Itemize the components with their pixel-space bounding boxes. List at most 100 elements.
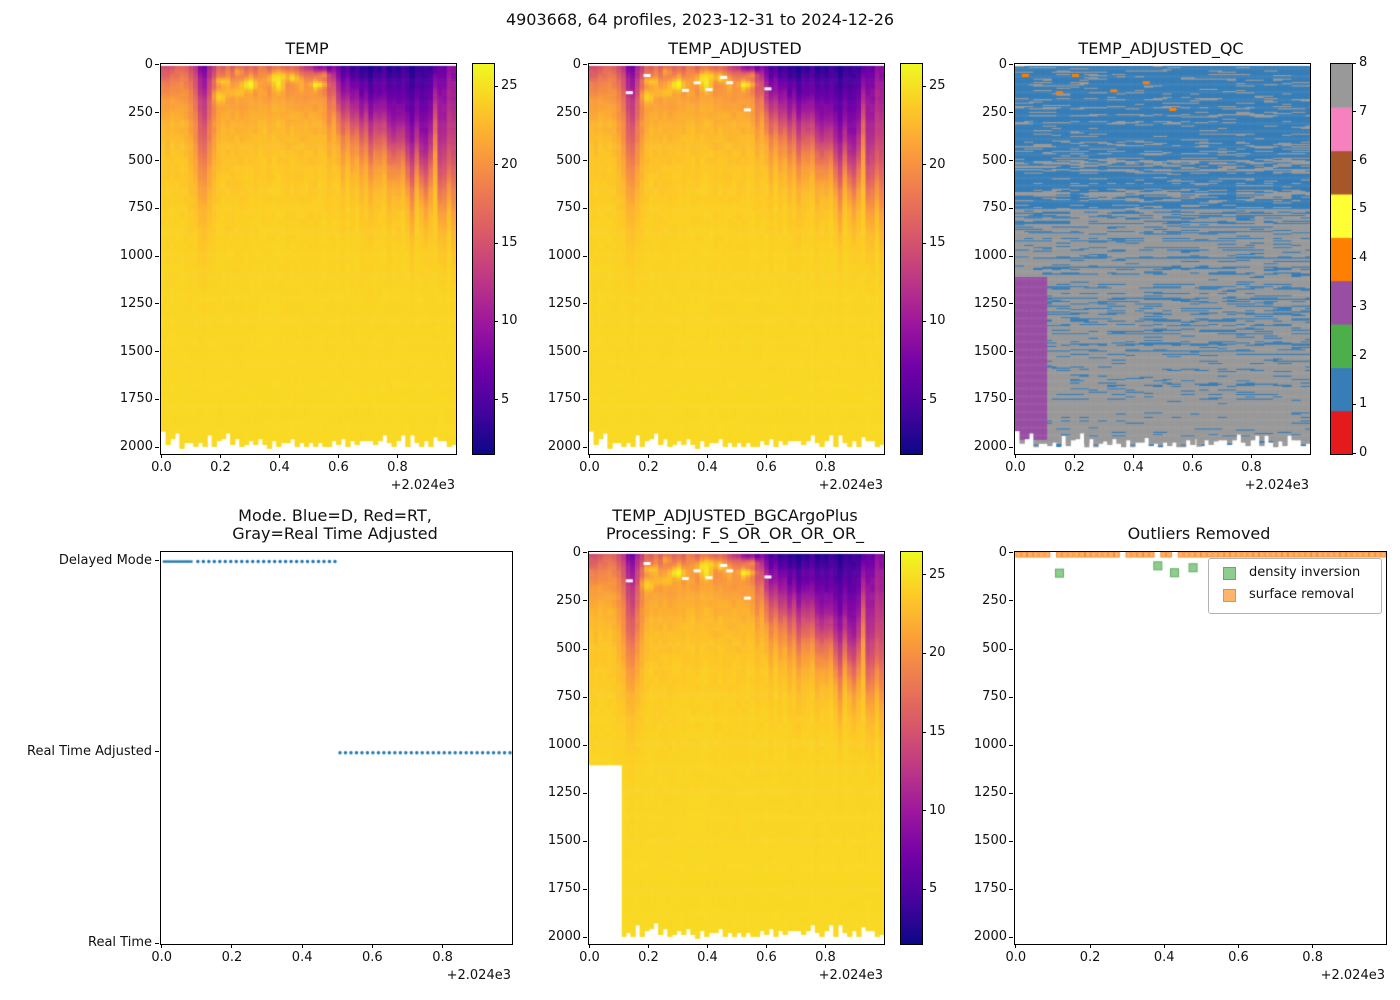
- x-tick-mark: [588, 944, 590, 948]
- qc-colorbar-tick-label: 2: [1359, 347, 1368, 363]
- density-inversion-label: density inversion: [1249, 565, 1361, 580]
- y-tick-mark: [1009, 446, 1013, 448]
- y-tick-label: 250: [556, 592, 581, 608]
- qc-axes: [1014, 63, 1311, 455]
- y-tick-mark: [583, 888, 587, 890]
- temp-heatmap: [161, 64, 456, 454]
- y-tick-label: 1750: [119, 391, 153, 407]
- y-tick-mark: [155, 255, 159, 257]
- x-tick-label: 0.6: [1182, 460, 1203, 475]
- y-tick-label: 1500: [119, 343, 153, 359]
- y-tick-mark: [155, 303, 159, 305]
- y-tick-label: 1000: [973, 737, 1007, 753]
- colorbar-tick-mark: [922, 242, 926, 244]
- y-tick-mark: [583, 936, 587, 938]
- colorbar-tick-mark: [922, 888, 926, 890]
- x-tick-mark: [824, 944, 826, 948]
- y-tick-label: 500: [556, 641, 581, 656]
- x-tick-label: 0.8: [1302, 950, 1323, 965]
- bgc-axes: [588, 551, 885, 945]
- y-tick-mark: [1009, 744, 1013, 746]
- colorbar-tick-label: 15: [929, 235, 946, 251]
- y-tick-label: 0: [572, 544, 581, 560]
- y-tick-mark: [583, 792, 587, 794]
- y-tick-mark: [155, 160, 159, 161]
- x-tick-label: 0.8: [1241, 460, 1262, 475]
- colorbar-tick-mark: [494, 164, 498, 166]
- x-tick-mark: [765, 944, 767, 948]
- mode-title-line2: Gray=Real Time Adjusted: [232, 524, 438, 543]
- qc-colorbar-tick-mark: [1352, 452, 1356, 454]
- bgc-title-line1: TEMP_ADJUSTED_BGCArgoPlus: [612, 506, 858, 525]
- x-tick-label: 0.8: [815, 460, 836, 475]
- x-tick-mark: [278, 454, 280, 458]
- colorbar-tick-mark: [922, 810, 926, 812]
- colorbar-tick-label: 15: [501, 235, 518, 251]
- y-tick-label: 2000: [973, 929, 1007, 945]
- qc-colorbar: [1330, 63, 1353, 455]
- y-tick-label: 1000: [547, 248, 581, 264]
- y-tick-mark: [583, 160, 587, 161]
- y-tick-label: 1750: [547, 881, 581, 897]
- y-tick-mark: [1009, 888, 1013, 890]
- qc-colorbar-tick-label: 1: [1359, 396, 1368, 412]
- y-tick-mark: [583, 648, 587, 650]
- temp-adjusted-axes: [588, 63, 885, 455]
- x-tick-label: 0.0: [151, 460, 172, 475]
- x-tick-mark: [765, 454, 767, 458]
- qc-colorbar-tick-label: 3: [1359, 298, 1368, 314]
- mode-axes: [160, 551, 513, 945]
- x-tick-label: 0.4: [697, 950, 718, 965]
- y-tick-label: 500: [982, 152, 1007, 168]
- x-tick-mark: [301, 944, 303, 948]
- x-tick-mark: [160, 454, 162, 458]
- mode-y-tick-label: Real Time Adjusted: [27, 743, 152, 759]
- outliers-plot: [1015, 552, 1386, 944]
- x-tick-label: 0.2: [210, 460, 231, 475]
- y-tick-label: 1250: [547, 785, 581, 801]
- y-tick-mark: [583, 207, 587, 209]
- x-tick-label: 0.8: [432, 950, 453, 965]
- colorbar-tick-mark: [922, 164, 926, 166]
- qc-colorbar-tick-mark: [1352, 208, 1356, 210]
- x-tick-mark: [371, 944, 373, 948]
- temp-title: TEMP: [285, 39, 329, 58]
- colorbar-tick-label: 15: [929, 724, 946, 740]
- x-tick-label: 0.0: [1005, 950, 1027, 965]
- y-tick-mark: [1009, 351, 1013, 353]
- qc-colorbar-tick-mark: [1352, 355, 1356, 356]
- y-tick-label: 1000: [973, 248, 1007, 264]
- qc-heatmap: [1015, 64, 1310, 454]
- bgc-colorbar: [900, 551, 923, 945]
- y-tick-mark: [583, 744, 587, 746]
- y-tick-mark: [1009, 840, 1013, 842]
- y-tick-label: 1250: [973, 295, 1007, 311]
- y-tick-label: 0: [144, 56, 153, 72]
- x-tick-mark: [1250, 454, 1252, 458]
- x-axis-offset-label: +2.024e3: [390, 478, 455, 493]
- y-tick-mark: [583, 600, 587, 602]
- legend-row-surface-removal: surface removal: [1209, 584, 1381, 606]
- y-tick-label: 1500: [547, 833, 581, 849]
- x-tick-mark: [706, 944, 708, 948]
- x-tick-label: 0.8: [387, 460, 408, 475]
- y-tick-label: 750: [128, 200, 153, 216]
- colorbar-tick-mark: [494, 320, 498, 322]
- x-tick-label: 0.6: [756, 950, 777, 965]
- y-tick-label: 1500: [973, 343, 1007, 359]
- qc-colorbar-tick-label: 8: [1359, 55, 1368, 70]
- colorbar-tick-label: 25: [929, 566, 946, 582]
- mode-y-tick-label: Delayed Mode: [58, 552, 152, 568]
- qc-colorbar-tick-label: 0: [1359, 445, 1368, 460]
- surface-removal-label: surface removal: [1249, 587, 1355, 602]
- x-tick-label: 0.0: [579, 950, 600, 965]
- y-tick-mark: [155, 64, 159, 66]
- x-tick-label: 0.6: [1228, 950, 1249, 965]
- y-tick-label: 0: [998, 544, 1007, 560]
- qc-colorbar-tick-mark: [1352, 257, 1356, 259]
- colorbar-tick-mark: [494, 399, 498, 401]
- y-tick-mark: [1009, 792, 1013, 794]
- y-tick-label: 250: [982, 592, 1007, 608]
- surface-removal-swatch-icon: [1223, 589, 1236, 602]
- x-tick-mark: [1312, 944, 1314, 948]
